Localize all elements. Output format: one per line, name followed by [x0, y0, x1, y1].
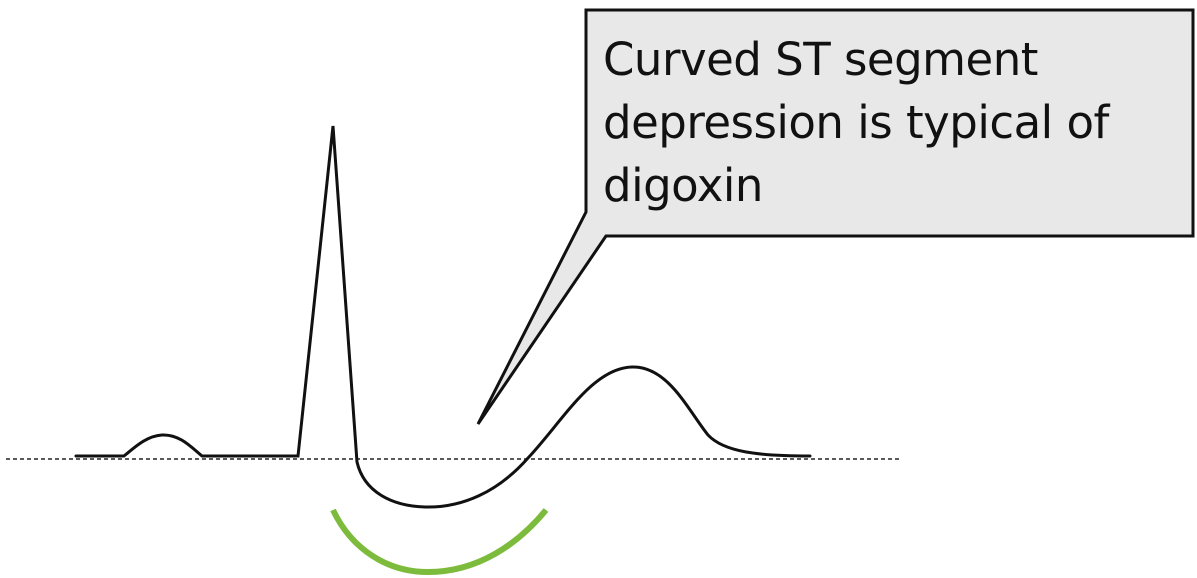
callout-line-3: digoxin — [603, 159, 763, 212]
st-depression-highlight-arc — [330, 508, 549, 576]
callout-line-2: depression is typical of — [603, 96, 1109, 149]
callout-bubble — [476, 8, 1195, 425]
callout-line-1: Curved ST segment — [603, 33, 1038, 86]
callout-text: Curved ST segment depression is typical … — [603, 28, 1183, 217]
ecg-trace — [74, 125, 812, 509]
